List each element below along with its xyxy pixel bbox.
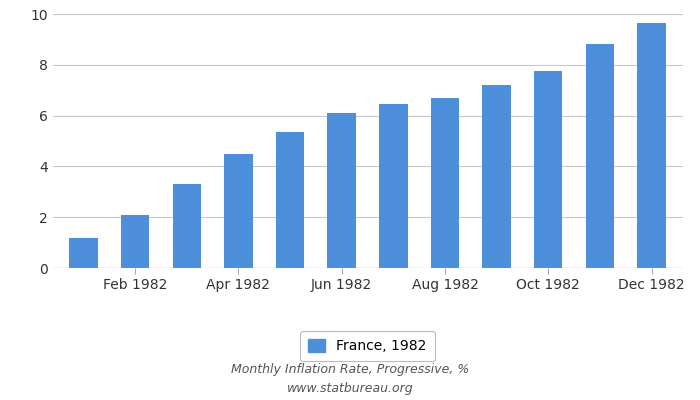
Bar: [276, 132, 304, 268]
Bar: [482, 85, 511, 268]
Text: www.statbureau.org: www.statbureau.org: [287, 382, 413, 395]
Bar: [534, 71, 562, 268]
Bar: [379, 104, 407, 268]
Bar: [637, 23, 666, 268]
Bar: [328, 113, 356, 268]
Bar: [586, 44, 614, 268]
Bar: [430, 98, 459, 268]
Bar: [69, 238, 98, 268]
Bar: [224, 154, 253, 268]
Legend: France, 1982: France, 1982: [300, 331, 435, 362]
Text: Monthly Inflation Rate, Progressive, %: Monthly Inflation Rate, Progressive, %: [231, 364, 469, 376]
Bar: [121, 215, 149, 268]
Bar: [173, 184, 201, 268]
